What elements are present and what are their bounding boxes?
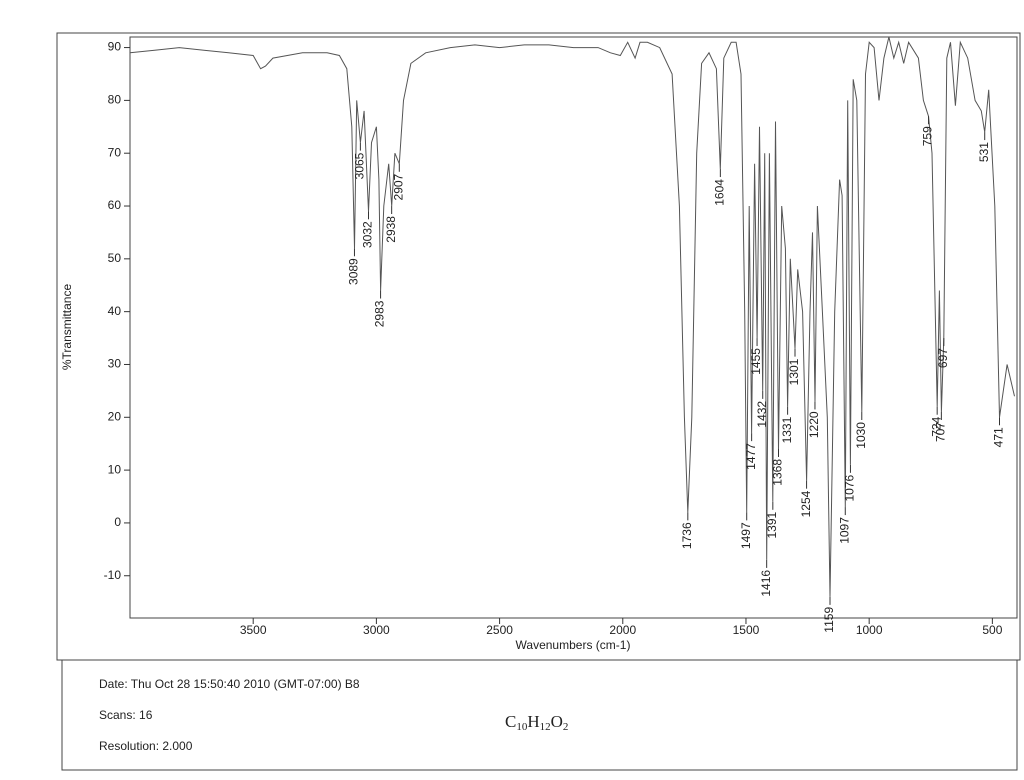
y-tick-label: 70 [108,145,122,159]
y-tick-label: 0 [114,515,121,529]
spectrum-trace [129,36,1015,597]
info-panel [61,659,1018,771]
x-tick-label: 3500 [240,623,267,637]
y-tick-label: 30 [108,357,122,371]
peak-label: 531 [977,142,991,162]
peak-label: 1497 [739,522,753,549]
peak-label: 707 [934,422,948,442]
peak-label: 1030 [854,422,868,449]
resolution-text: Resolution: 2.000 [99,739,193,753]
formula-subscript: 2 [563,721,569,733]
y-tick-label: 60 [108,198,122,212]
x-axis-label: Wavenumbers (cm-1) [516,638,631,652]
peak-label: 3065 [353,152,367,179]
y-tick-label: 10 [108,462,122,476]
peak-label: 2983 [373,300,387,327]
scans-text: Scans: 16 [99,708,153,722]
peak-label: 1097 [837,517,851,544]
peak-label: 1301 [787,358,801,385]
peak-label: 2907 [391,173,405,200]
formula-element: C [505,712,516,731]
date-text: Date: Thu Oct 28 15:50:40 2010 (GMT-07:0… [99,677,360,691]
x-tick-label: 2000 [609,623,636,637]
peak-label: 1254 [799,490,813,517]
peak-label: 3032 [361,221,375,248]
peak-label: 1736 [680,522,694,549]
x-tick-label: 1000 [856,623,883,637]
y-tick-label: 40 [108,304,122,318]
peak-label: 471 [992,427,1006,447]
peak-label: 1159 [822,607,836,633]
formula-subscript: 10 [516,721,528,733]
peak-label: 759 [921,126,935,146]
peak-label: 697 [936,348,950,368]
y-tick-label: 50 [108,251,122,265]
peak-label: 1604 [713,179,727,206]
outer-frame [56,32,1021,661]
peak-label: 1331 [780,416,794,443]
formula-element: H [527,712,539,731]
peak-label: 1076 [843,475,857,502]
x-tick-label: 3000 [363,623,390,637]
peak-label: 1477 [744,443,758,470]
y-tick-label: -10 [104,568,122,582]
formula-subscript: 12 [540,721,551,733]
peak-label: 1391 [765,511,779,538]
x-tick-label: 2500 [486,623,513,637]
peak-label: 724 [929,416,943,436]
formula: C10H12O2 [505,712,568,733]
y-tick-label: 80 [108,93,122,107]
y-axis-label: %Transmittance [60,284,74,371]
x-tick-label: 500 [982,623,1002,637]
peak-label: 2938 [384,216,398,243]
peak-label: 3089 [347,258,361,285]
peak-label: 1455 [749,348,763,375]
peak-label: 1416 [759,570,773,597]
y-tick-label: 20 [108,409,122,423]
formula-element: O [551,712,563,731]
peak-label: 1368 [771,459,785,486]
x-tick-label: 1500 [733,623,760,637]
peak-label: 1220 [807,411,821,438]
y-tick-label: 90 [108,40,122,54]
plot-area [129,36,1018,619]
peak-label: 1432 [755,401,769,428]
